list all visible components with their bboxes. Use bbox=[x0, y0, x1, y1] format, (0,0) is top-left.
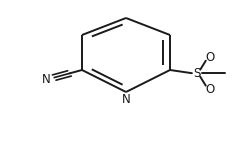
Text: O: O bbox=[205, 83, 214, 96]
Text: N: N bbox=[42, 73, 50, 86]
Text: O: O bbox=[205, 51, 214, 64]
Text: S: S bbox=[193, 67, 200, 80]
Text: N: N bbox=[122, 93, 130, 106]
